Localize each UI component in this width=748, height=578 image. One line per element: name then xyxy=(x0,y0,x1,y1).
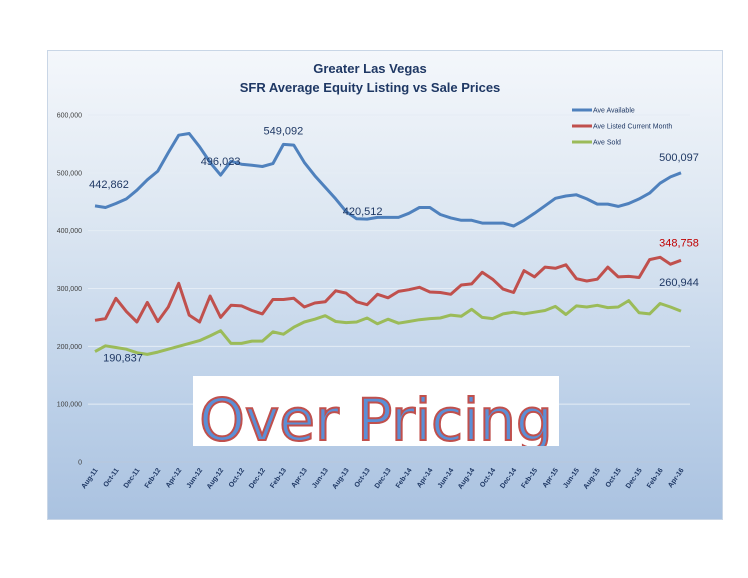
data-label: 348,758 xyxy=(659,237,699,249)
y-tick-label: 100,000 xyxy=(57,402,82,409)
over-pricing-text: Over Pricing xyxy=(199,386,552,446)
x-tick-label: Aug-12 xyxy=(206,467,225,491)
data-label: 190,837 xyxy=(103,353,143,365)
x-tick-label: Feb-13 xyxy=(269,467,288,490)
y-tick-label: 600,000 xyxy=(57,113,82,120)
over-pricing-banner: Over Pricing xyxy=(193,376,559,446)
x-tick-label: Apr-13 xyxy=(290,467,309,489)
series-line-1 xyxy=(94,255,682,324)
x-tick-label: Dec-11 xyxy=(123,467,142,490)
x-tick-label: Apr-16 xyxy=(667,467,686,489)
x-tick-label: Aug-14 xyxy=(457,467,476,491)
data-label: 496,023 xyxy=(201,156,241,168)
x-tick-label: Jun-12 xyxy=(186,467,205,490)
legend-label: Ave Sold xyxy=(593,140,621,147)
chart-title: Greater Las Vegas xyxy=(313,61,426,76)
x-tick-label: Jun-13 xyxy=(311,467,330,490)
x-tick-label: Jun-15 xyxy=(562,467,581,490)
x-tick-label: Apr-15 xyxy=(542,467,561,489)
x-tick-label: Oct-11 xyxy=(103,467,121,489)
x-tick-label: Feb-15 xyxy=(520,467,539,490)
x-tick-label: Apr-12 xyxy=(165,467,184,489)
y-tick-label: 200,000 xyxy=(57,344,82,351)
x-tick-label: Aug-15 xyxy=(583,467,602,491)
data-label: 420,512 xyxy=(343,206,383,218)
x-tick-label: Dec-13 xyxy=(374,467,393,490)
y-tick-label: 300,000 xyxy=(57,286,82,293)
chart-subtitle: SFR Average Equity Listing vs Sale Price… xyxy=(240,80,501,95)
x-tick-label: Oct-13 xyxy=(353,467,371,489)
x-tick-label: Dec-12 xyxy=(248,467,267,490)
x-tick-label: Jun-14 xyxy=(437,467,456,490)
x-tick-label: Oct-15 xyxy=(605,467,623,489)
x-tick-label: Oct-14 xyxy=(479,467,497,489)
x-tick-label: Aug-13 xyxy=(331,467,350,491)
x-tick-label: Oct-12 xyxy=(228,467,246,489)
x-tick-label: Feb-14 xyxy=(395,467,414,490)
legend-label: Ave Listed Current Month xyxy=(593,124,672,131)
data-label: 442,862 xyxy=(89,179,129,191)
x-tick-label: Feb-12 xyxy=(144,467,163,490)
data-label: 260,944 xyxy=(659,277,699,289)
x-tick-label: Dec-15 xyxy=(625,467,644,490)
y-tick-label: 400,000 xyxy=(57,228,82,235)
x-tick-label: Dec-14 xyxy=(499,467,518,490)
y-tick-label: 0 xyxy=(78,460,82,467)
x-tick-label: Apr-14 xyxy=(416,467,435,489)
y-tick-label: 500,000 xyxy=(57,170,82,177)
data-label: 549,092 xyxy=(263,125,303,137)
legend-label: Ave Available xyxy=(593,108,635,115)
data-label: 500,097 xyxy=(659,152,699,164)
x-tick-label: Feb-16 xyxy=(646,467,665,490)
x-tick-label: Aug-11 xyxy=(81,467,100,490)
series-line-2 xyxy=(94,299,682,356)
series-line-0 xyxy=(94,132,682,228)
